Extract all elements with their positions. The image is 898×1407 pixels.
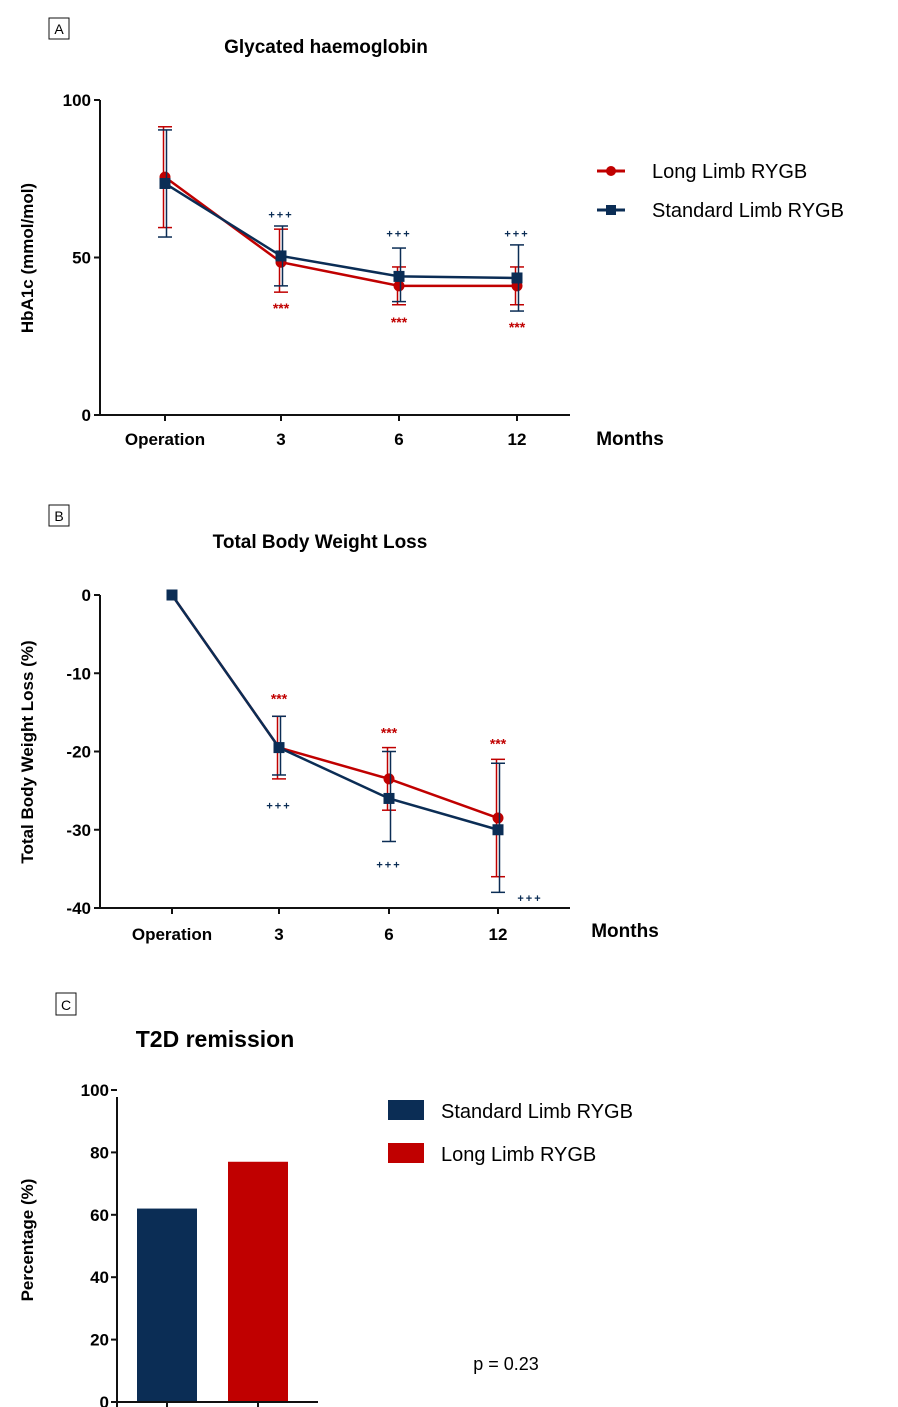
panel-b-letter: B — [54, 508, 63, 524]
panel-c-letter: C — [61, 997, 71, 1013]
panel-b-standard-limb-series-line — [170, 594, 499, 831]
panel-b-standard-limb-point-2 — [383, 792, 395, 804]
panel-b-x-tick-label-3: 12 — [489, 925, 508, 944]
panel-a-x-tick-label-3: 12 — [508, 430, 527, 449]
panel-a-y-axis-label: HbA1c (mmol/mol) — [18, 183, 37, 333]
panel-b-standard-limb-point-1 — [273, 742, 285, 754]
panel-a-y-tick-label-0: 0 — [82, 406, 91, 425]
panel-b: B Total Body Weight Loss Total Body Weig… — [18, 504, 659, 944]
panel-b-significance-annotation-2: *** — [490, 736, 507, 752]
panel-a-standard-limb-point-2 — [393, 270, 405, 282]
legend-long-limb-label: Long Limb RYGB — [652, 161, 807, 183]
p-value-annotation: p = 0.23 — [473, 1354, 539, 1374]
panel-a-legend: Long Limb RYGB Standard Limb RYGB — [597, 161, 844, 222]
panel-a-letter-box — [48, 17, 70, 40]
panel-c: C T2D remission Percentage (%) 0 20 40 60 80… — [18, 992, 633, 1407]
panel-b-x-unit-label: Months — [591, 921, 659, 942]
legend-standard-limb-text: Standard Limb RYGB — [441, 1101, 633, 1123]
panel-a-standard-limb-series-line — [164, 182, 518, 280]
panel-c-y-tick-label-1: 20 — [90, 1331, 109, 1350]
panel-b-standard-limb-point-0 — [166, 589, 178, 601]
panel-b-x-tick-label-0: Operation — [132, 925, 212, 944]
panel-c-y-axis-label: Percentage (%) — [18, 1179, 37, 1302]
panel-b-long-limb-point-2 — [383, 773, 395, 785]
panel-a-significance-annotation-1: *** — [391, 314, 408, 330]
panel-a-x-unit-label: Months — [596, 429, 664, 450]
panel-a-title: Glycated haemoglobin — [224, 37, 428, 58]
panel-a-x-tick-label-2: 6 — [394, 430, 403, 449]
panel-c-y-tick-label-2: 40 — [90, 1268, 109, 1287]
panel-b-long-limb-series-line — [170, 594, 499, 820]
panel-b-title: Total Body Weight Loss — [213, 532, 428, 553]
panel-a-standard-limb-point-0 — [159, 177, 171, 189]
legend-standard-limb-label: Standard Limb RYGB — [652, 200, 844, 222]
panel-a-long-limb-series-line — [164, 176, 517, 288]
panel-a-x-tick-label-0: Operation — [125, 430, 205, 449]
panel-b-y-tick-label-3: -30 — [66, 821, 91, 840]
legend-long-limb-swatch — [388, 1143, 424, 1163]
legend-long-limb-marker — [606, 166, 616, 176]
panel-c-y-tick-label-5: 100 — [81, 1081, 109, 1100]
panel-a-standard-limb-point-1 — [275, 250, 287, 262]
legend-long-limb-text: Long Limb RYGB — [441, 1144, 596, 1166]
panel-b-long-limb-point-3 — [492, 812, 504, 824]
panel-a-y-tick-label-1: 50 — [72, 249, 91, 268]
panel-b-significance-annotation-1: *** — [381, 725, 398, 741]
panel-c-y-tick-label-0: 0 — [100, 1393, 109, 1407]
panel-b-y-tick-label-4: -40 — [66, 899, 91, 918]
panel-b-x-tick-label-1: 3 — [274, 925, 283, 944]
panel-b-y-tick-label-1: -10 — [66, 664, 91, 683]
panel-c-y-tick-label-3: 60 — [90, 1206, 109, 1225]
panel-b-y-tick-label-0: 0 — [82, 586, 91, 605]
panel-a-y-tick-label-2: 100 — [63, 91, 91, 110]
panel-a-significance-annotation-3: +++ — [268, 209, 293, 221]
panel-a-significance-annotation-4: +++ — [386, 228, 411, 240]
panel-b-significance-annotation-3: +++ — [266, 801, 291, 813]
legend-standard-limb-swatch — [388, 1100, 424, 1120]
panel-a-significance-annotation-0: *** — [273, 300, 290, 316]
panel-c-y-tick-label-4: 80 — [90, 1143, 109, 1162]
panel-b-significance-annotation-4: +++ — [376, 859, 401, 871]
legend-standard-limb-marker — [606, 205, 616, 215]
panel-a-long-limb-point-2 — [393, 280, 405, 292]
panel-c-legend: Standard Limb RYGB Long Limb RYGB — [388, 1100, 633, 1166]
panel-c-title: T2D remission — [136, 1026, 295, 1052]
panel-b-letter-box — [48, 504, 70, 527]
panel-b-x-tick-label-2: 6 — [384, 925, 393, 944]
panel-b-significance-annotation-5: +++ — [517, 893, 542, 905]
panel-a: A Glycated haemoglobin HbA1c (mmol/mol) … — [18, 17, 844, 450]
panel-a-x-tick-label-1: 3 — [276, 430, 285, 449]
panel-b-y-tick-label-2: -20 — [66, 743, 91, 762]
panel-a-significance-annotation-5: +++ — [504, 228, 529, 240]
panel-c-bar-long-limb — [228, 1161, 288, 1401]
panel-b-y-axis-label: Total Body Weight Loss (%) — [18, 640, 37, 863]
panel-a-letter: A — [54, 21, 64, 37]
panel-a-standard-limb-point-3 — [511, 272, 523, 284]
panel-b-significance-annotation-0: *** — [271, 690, 288, 706]
panel-c-letter-box — [55, 992, 77, 1016]
panel-b-standard-limb-point-3 — [492, 824, 504, 836]
panel-a-significance-annotation-2: *** — [509, 319, 526, 335]
panel-c-bar-standard-limb — [137, 1208, 197, 1401]
